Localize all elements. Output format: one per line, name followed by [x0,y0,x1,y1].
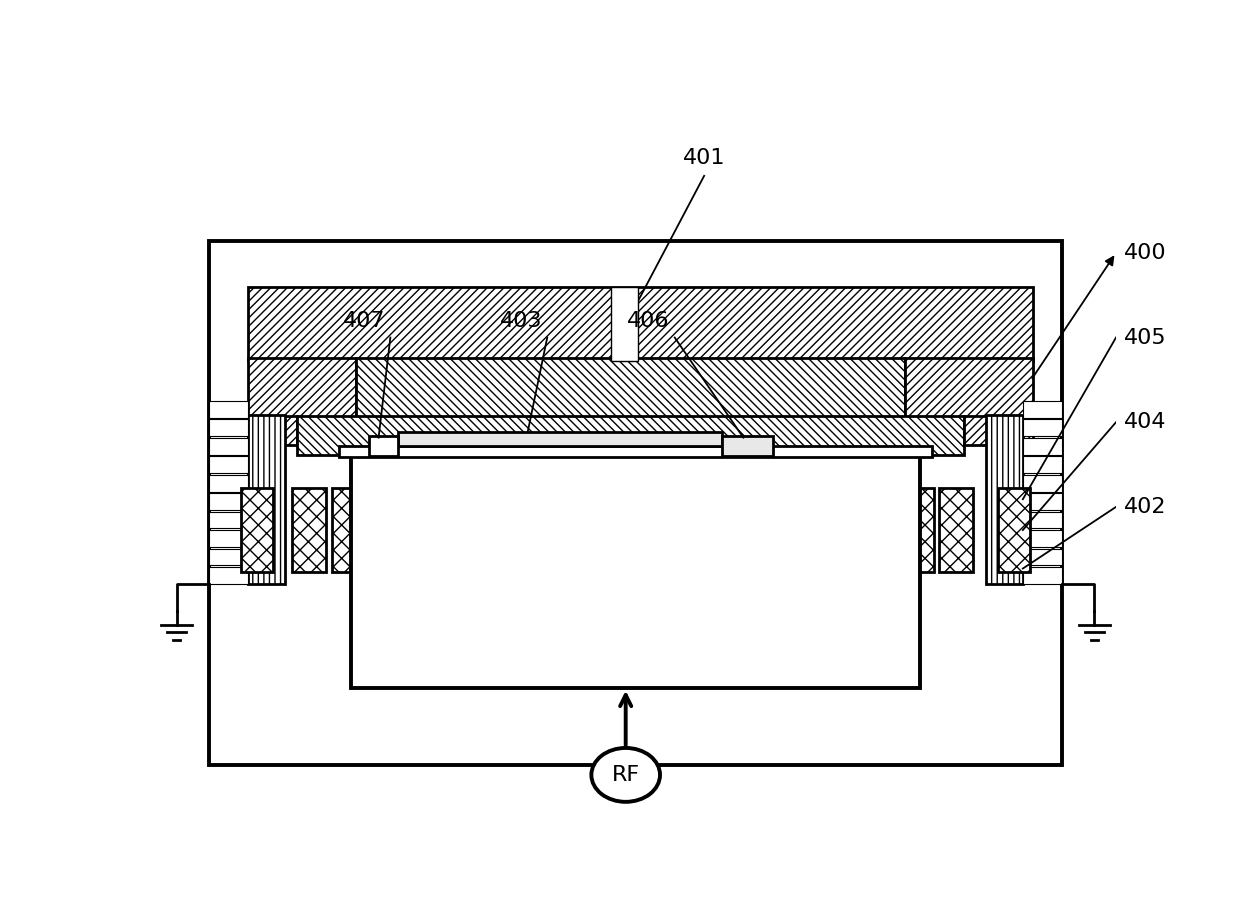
Bar [298,416,963,454]
Bar [1023,456,1063,473]
Text: 402: 402 [1123,497,1167,517]
Bar [208,419,248,436]
Text: 405: 405 [1123,327,1167,347]
Text: 404: 404 [1123,412,1167,433]
Bar [900,488,934,572]
Bar [331,488,365,572]
Text: 400: 400 [1123,243,1167,263]
Bar [340,446,931,457]
Bar [242,488,273,572]
Bar [208,567,248,584]
Bar [963,416,1033,445]
Bar [371,488,404,572]
Text: 401: 401 [683,148,725,168]
Bar [248,288,1033,361]
Bar [208,549,248,565]
Bar [410,488,444,572]
Bar [356,358,905,418]
Bar [248,416,298,445]
Bar [1023,530,1063,547]
Text: RF: RF [611,765,640,785]
Bar [905,358,1033,418]
Bar [940,488,973,572]
Bar [248,358,356,418]
Text: 403: 403 [500,311,542,331]
Bar [998,488,1029,572]
Bar [1023,401,1063,417]
Bar [208,241,1063,765]
Bar [351,453,920,688]
Bar [208,493,248,510]
Bar [861,488,894,572]
Bar [1023,419,1063,436]
Bar [722,436,773,456]
Bar [208,530,248,547]
Bar [1023,474,1063,492]
Bar [1023,567,1063,584]
Bar [1023,549,1063,565]
Bar [398,433,722,446]
Bar [1023,438,1063,454]
Bar [986,414,1023,584]
Bar [1023,493,1063,510]
Circle shape [591,748,660,802]
Bar [208,401,248,417]
Bar [248,414,285,584]
Bar [208,438,248,454]
Bar [1023,512,1063,529]
Bar [611,288,639,361]
Text: 407: 407 [343,311,386,331]
Text: 406: 406 [627,311,670,331]
Bar [208,474,248,492]
Bar [208,512,248,529]
Bar [822,488,856,572]
Bar [368,436,398,456]
Bar [293,488,326,572]
Bar [208,456,248,473]
